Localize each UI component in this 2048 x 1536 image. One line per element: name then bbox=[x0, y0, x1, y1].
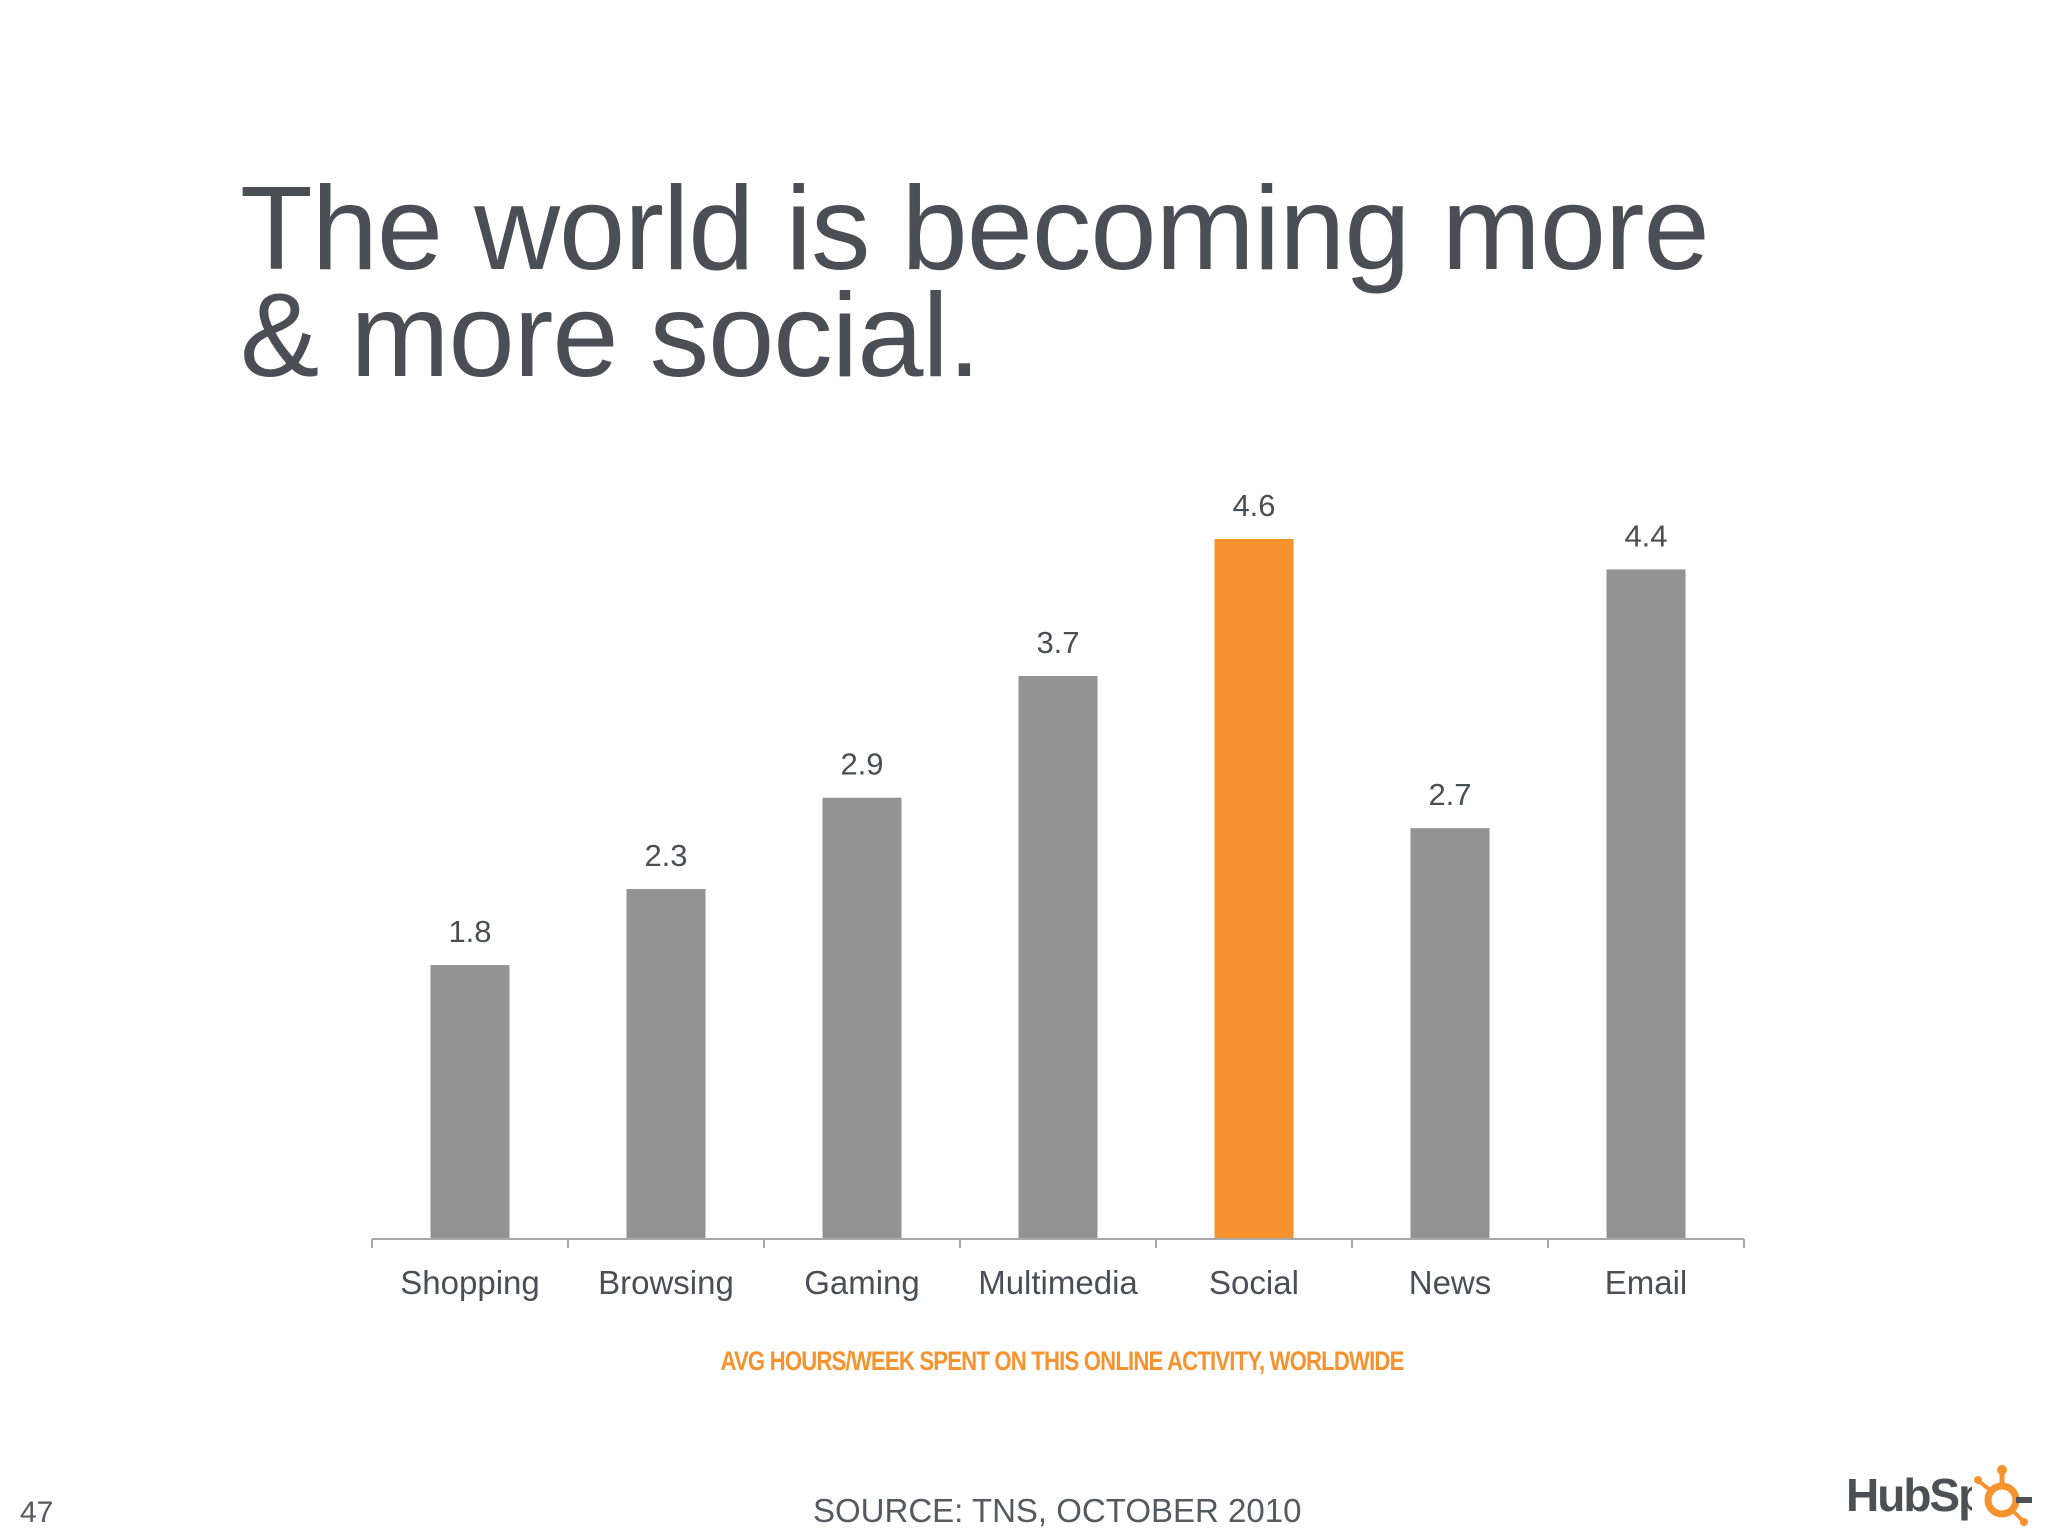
bar-news bbox=[1410, 828, 1490, 1239]
category-label-gaming: Gaming bbox=[804, 1264, 920, 1301]
bar-chart: 1.8 Shopping 2.3 Browsing 2.9 Gaming 3.7 Multim… bbox=[371, 488, 1745, 1301]
category-label-shopping: Shopping bbox=[400, 1264, 539, 1301]
category-label-multimedia: Multimedia bbox=[978, 1264, 1138, 1301]
data-label-email: 4.4 bbox=[1624, 518, 1667, 553]
category-label-email: Email bbox=[1605, 1264, 1688, 1301]
category-label-news: News bbox=[1409, 1264, 1492, 1301]
data-label-news: 2.7 bbox=[1428, 777, 1471, 812]
category-label-social: Social bbox=[1209, 1264, 1299, 1301]
bar-gaming bbox=[822, 797, 902, 1239]
bar-shopping bbox=[430, 965, 510, 1239]
slide-title-line-1: The world is becoming more bbox=[240, 162, 1710, 295]
slide-title: The world is becoming more & more social… bbox=[240, 162, 1840, 402]
data-label-shopping: 1.8 bbox=[448, 914, 491, 949]
data-label-social: 4.6 bbox=[1232, 488, 1275, 523]
slide-title-line-2: & more social. bbox=[240, 269, 981, 402]
bar-email bbox=[1606, 569, 1686, 1239]
sprocket-icon bbox=[1972, 1462, 2036, 1528]
source-citation: SOURCE: TNS, OCTOBER 2010 bbox=[813, 1492, 1302, 1529]
data-label-multimedia: 3.7 bbox=[1036, 625, 1079, 660]
bar-social bbox=[1214, 539, 1294, 1239]
data-label-browsing: 2.3 bbox=[644, 838, 687, 873]
data-label-gaming: 2.9 bbox=[840, 747, 883, 782]
page-number: 47 bbox=[20, 1496, 54, 1529]
chart-caption: AVG HOURS/WEEK SPENT ON THIS ONLINE ACTI… bbox=[720, 1346, 1404, 1376]
bar-browsing bbox=[626, 889, 706, 1239]
hubspot-logo: HubSpot bbox=[1846, 1462, 2036, 1528]
bar-multimedia bbox=[1018, 675, 1098, 1239]
category-label-browsing: Browsing bbox=[598, 1264, 734, 1301]
